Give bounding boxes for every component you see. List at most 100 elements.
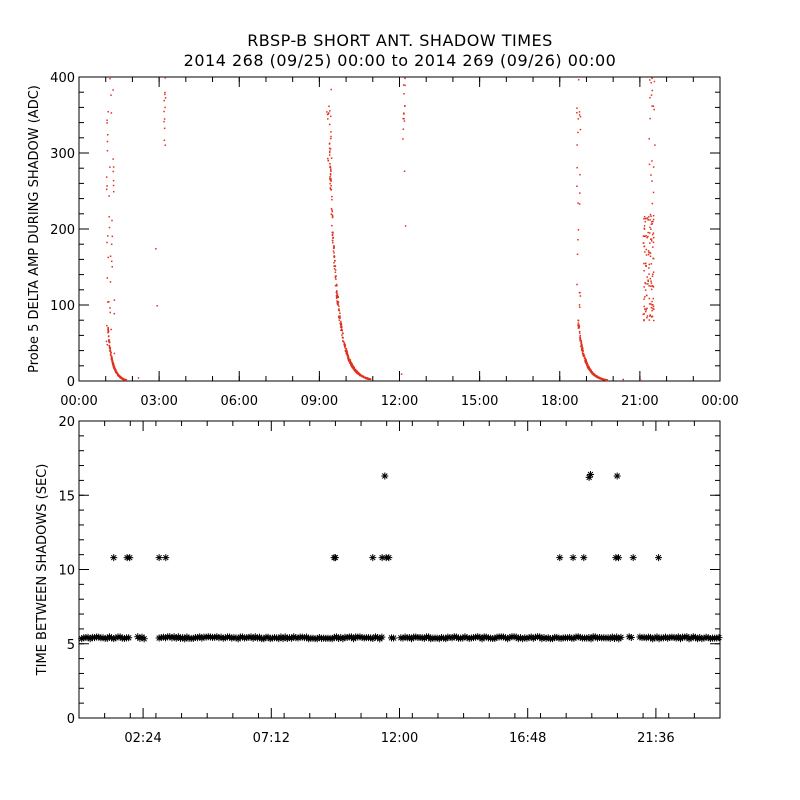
data-point: [651, 309, 653, 312]
data-point: [266, 635, 274, 643]
data-point: [116, 633, 124, 641]
data-point: [108, 216, 110, 218]
data-point: [137, 377, 140, 379]
data-point: [95, 633, 103, 641]
data-point: [579, 338, 581, 341]
data-point: [643, 245, 646, 248]
data-point: [329, 188, 332, 190]
data-point: [107, 110, 109, 113]
data-point: [345, 351, 348, 354]
data-point: [650, 94, 653, 96]
data-point: [606, 634, 614, 642]
data-point: [651, 77, 653, 80]
data-point: [585, 363, 588, 365]
data-point: [651, 300, 653, 303]
data-point: [649, 238, 652, 240]
data-point: [327, 113, 329, 115]
data-point: [652, 241, 655, 244]
data-point: [700, 634, 708, 642]
data-point: [582, 354, 585, 357]
data-point: [345, 348, 348, 350]
data-point: [328, 147, 331, 149]
data-point: [109, 350, 112, 352]
data-point: [328, 123, 331, 126]
data-point: [109, 347, 111, 349]
data-point: [646, 315, 649, 317]
data-point: [650, 280, 652, 282]
data-point: [105, 340, 108, 343]
data-point: [78, 635, 86, 643]
data-point: [482, 633, 490, 641]
data-point: [576, 111, 578, 114]
y-tick-label: 5: [67, 638, 75, 653]
data-point: [211, 633, 219, 641]
data-point: [579, 337, 582, 340]
data-point: [649, 226, 651, 229]
data-point: [329, 150, 331, 152]
data-point: [238, 633, 246, 641]
data-point: [694, 635, 702, 643]
data-point: [604, 634, 612, 642]
data-point: [504, 635, 512, 643]
data-point: [646, 236, 648, 239]
data-point: [585, 361, 587, 364]
data-point: [336, 300, 338, 302]
data-point: [645, 248, 648, 251]
data-point: [111, 359, 114, 362]
top-plot: 00:00 03:00 06:00 09:00 12:00 15:00 18:00 21:00…: [27, 71, 739, 409]
data-point: [163, 120, 165, 123]
data-point: [371, 633, 379, 641]
y-tick-label: 15: [58, 489, 75, 504]
data-point: [107, 235, 109, 237]
data-point: [339, 635, 347, 643]
data-point: [580, 341, 583, 343]
data-point: [340, 327, 343, 329]
data-point: [347, 357, 350, 359]
data-point: [346, 353, 349, 356]
data-point: [569, 554, 577, 562]
data-point: [647, 250, 650, 252]
data-point: [605, 379, 608, 381]
data-point: [109, 311, 111, 314]
data-point: [105, 633, 113, 641]
data-point: [427, 635, 435, 643]
data-point: [649, 255, 652, 258]
data-point: [403, 118, 405, 120]
data-point: [643, 227, 646, 230]
data-point: [649, 277, 652, 280]
data-point: [390, 634, 398, 642]
data-point: [112, 190, 115, 193]
data-point: [404, 77, 406, 80]
data-point: [337, 634, 345, 642]
data-point: [459, 634, 467, 642]
data-point: [126, 554, 134, 562]
data-point: [649, 635, 657, 643]
data-point: [330, 168, 332, 171]
data-point: [647, 253, 650, 256]
data-point: [352, 367, 354, 369]
data-point: [590, 369, 592, 372]
data-point: [329, 182, 331, 185]
y-tick-label: 0: [67, 375, 75, 390]
data-point: [650, 306, 653, 309]
data-point: [595, 375, 598, 377]
data-point: [647, 231, 649, 234]
data-point: [585, 358, 587, 361]
data-point: [594, 374, 596, 376]
chart-title: RBSP-B SHORT ANT. SHADOW TIMES: [247, 31, 553, 50]
data-point: [332, 237, 334, 240]
data-point: [163, 139, 166, 142]
data-point: [84, 633, 92, 641]
data-point: [125, 379, 127, 381]
data-point: [645, 265, 648, 267]
data-point: [585, 359, 587, 362]
data-point: [659, 634, 667, 642]
data-point: [435, 635, 443, 643]
data-point: [579, 173, 581, 176]
data-point: [647, 279, 649, 281]
data-point: [328, 154, 331, 156]
data-point: [108, 301, 110, 303]
data-point: [648, 263, 651, 266]
data-point: [335, 291, 338, 293]
data-point: [588, 366, 590, 368]
